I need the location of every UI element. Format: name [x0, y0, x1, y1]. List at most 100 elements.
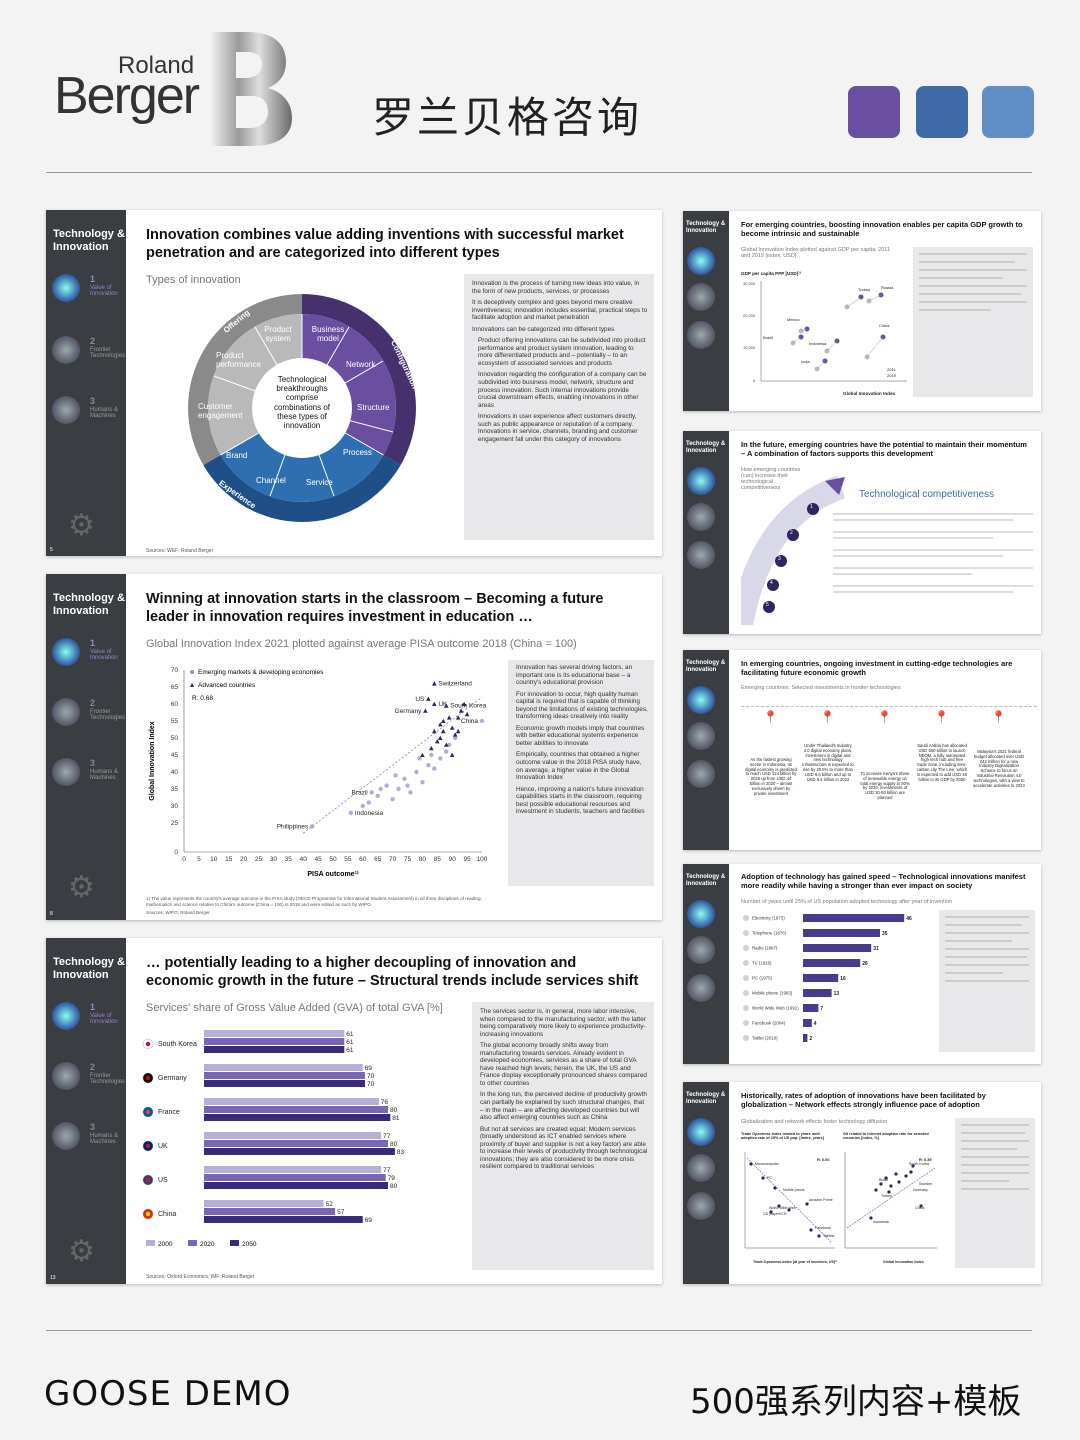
sidebar-title: Technology & Innovation: [53, 228, 125, 253]
globalization-scatters: [744, 1152, 937, 1249]
handshake-icon: [52, 758, 80, 786]
slide-title: For emerging countries, boosting innovat…: [741, 220, 1023, 239]
slide-title: Historically, rates of adoption of innov…: [741, 1091, 986, 1110]
bar-2000: [204, 1064, 363, 1071]
gva-bar-chart: South Korea616161Germany697070France7680…: [142, 1030, 405, 1248]
point-emerging: [426, 763, 431, 768]
segment-business-model: Business model: [311, 325, 345, 343]
tech-icon: [743, 930, 749, 936]
bar-value-label: 70: [367, 1081, 375, 1088]
point-emerging: [447, 742, 452, 747]
x-tick-label: 35: [285, 856, 293, 863]
slide-subtitle: Global Innovation Index plotted against …: [741, 247, 891, 259]
legend-label: 2000: [158, 1241, 173, 1248]
bar-value-label: 61: [346, 1031, 354, 1038]
point-advanced: [435, 739, 440, 744]
x-tick-label: 90: [449, 856, 457, 863]
bar-value-label: 57: [337, 1209, 345, 1216]
x-tick-label: 0: [182, 856, 186, 863]
bar: [803, 959, 861, 967]
point-emerging: [369, 790, 374, 795]
slide-title: Innovation combines value adding inventi…: [146, 227, 624, 262]
bar-value-label: 76: [381, 1099, 389, 1106]
chip-icon: [687, 1154, 715, 1182]
category-label: Mobile phone (1983): [752, 991, 793, 996]
point-label: US: [415, 696, 425, 703]
slide-note: 1) The value represents the country's av…: [146, 896, 482, 907]
sidebar-item-humans[interactable]: 3 Humans & Machines: [52, 1122, 118, 1150]
slide-frontier-investments: Technology & Innovation In emerging coun…: [683, 650, 1041, 850]
point-emerging: [417, 756, 422, 761]
slide-title: Winning at innovation starts in the clas…: [146, 591, 604, 626]
chip-icon: [52, 336, 80, 364]
sidebar-item-frontier[interactable]: 2 Frontier Technologies: [52, 698, 125, 726]
sidebar-item-value[interactable]: 1 Value of Innovation: [52, 1002, 118, 1030]
point-advanced: [432, 681, 437, 686]
sidebar-item-frontier[interactable]: 2 Frontier Technologies: [52, 1062, 125, 1090]
slide-subtitle: Global Innovation Index 2021 plotted aga…: [146, 638, 577, 650]
tech-icon: [743, 990, 749, 996]
bar-value-label: 2: [809, 1036, 812, 1042]
x-tick-label: 70: [389, 856, 397, 863]
slide-title: In the future, emerging countries have t…: [741, 440, 1027, 459]
segment-network: Network: [346, 360, 376, 369]
bar-value-label: 80: [390, 1183, 398, 1190]
y-tick-label: 0: [174, 849, 178, 856]
point-emerging: [432, 766, 437, 771]
y-tick-label: 30: [171, 803, 179, 810]
slide-subtitle: Emerging countries: Selected investments…: [741, 685, 901, 691]
bar-2000: [204, 1132, 382, 1139]
handshake-icon: [687, 974, 715, 1002]
point-advanced: [443, 703, 449, 708]
category-label: TV (1926): [752, 961, 772, 966]
flag-icon-inner: [145, 1177, 151, 1183]
point-advanced: [426, 696, 431, 701]
sidebar-item-value[interactable]: 1 Value of Innovation: [52, 274, 118, 302]
sidebar-item-humans[interactable]: 3 Humans & Machines: [52, 396, 118, 424]
y-tick-label: 60: [171, 701, 179, 708]
flag-pin-icon: 📍: [820, 710, 835, 724]
x-tick-label: 100: [477, 856, 488, 863]
bar: [803, 974, 839, 982]
category-label: South Korea: [158, 1041, 197, 1048]
y-tick-label: 55: [171, 718, 179, 725]
point-label: Switzerland: [438, 681, 472, 688]
bar-value-label: 13: [834, 991, 840, 997]
svg-text:0: 0: [753, 378, 756, 383]
rocket-arc: [741, 475, 846, 625]
legend-swatch: [146, 1240, 155, 1246]
slide-subtitle: How emerging countries (can) increase th…: [741, 467, 801, 491]
sidebar-item-frontier[interactable]: 2 Frontier Technologies: [52, 336, 125, 364]
segment-customer-engagement: Customer engagement: [198, 402, 243, 420]
point-emerging: [444, 749, 449, 754]
circuit-icon: [687, 900, 715, 928]
slide-services-gva: Technology & Innovation 1 Value of Innova…: [46, 938, 662, 1284]
category-label: France: [158, 1109, 180, 1116]
point-advanced: [461, 701, 467, 706]
sidebar-item-value[interactable]: 1 Value of Innovation: [52, 638, 118, 666]
point-emerging: [366, 800, 371, 805]
category-label: UK: [158, 1143, 168, 1150]
y-axis-label: Global Innovation Index: [149, 721, 156, 800]
slide-title: In emerging countries, ongoing investmen…: [741, 659, 1013, 678]
rocket-icon: [825, 477, 845, 495]
point-label: Philippines: [277, 823, 309, 830]
handshake-icon: [52, 396, 80, 424]
bar-value-label: 81: [392, 1115, 400, 1122]
bar-value-label: 52: [326, 1201, 334, 1208]
bar: [803, 1004, 819, 1012]
slide-globalization-adoption: Technology & Innovation Historically, ra…: [683, 1082, 1041, 1284]
swatch-blue: [916, 86, 968, 138]
bar-value-label: 77: [383, 1133, 391, 1140]
point-emerging: [479, 718, 485, 724]
wheel-center-text: Technological breakthroughs comprise com…: [273, 375, 331, 430]
point-advanced: [437, 735, 443, 740]
segment-service: Service: [306, 478, 333, 487]
bar-value-label: 61: [346, 1047, 354, 1054]
x-tick-label: 5: [197, 856, 201, 863]
x-tick-label: 85: [434, 856, 442, 863]
slide-text-panel: Innovation is the process of turning new…: [464, 274, 654, 540]
point-advanced: [420, 752, 425, 757]
point-emerging: [408, 790, 413, 795]
sidebar-item-humans[interactable]: 3 Humans & Machines: [52, 758, 118, 786]
